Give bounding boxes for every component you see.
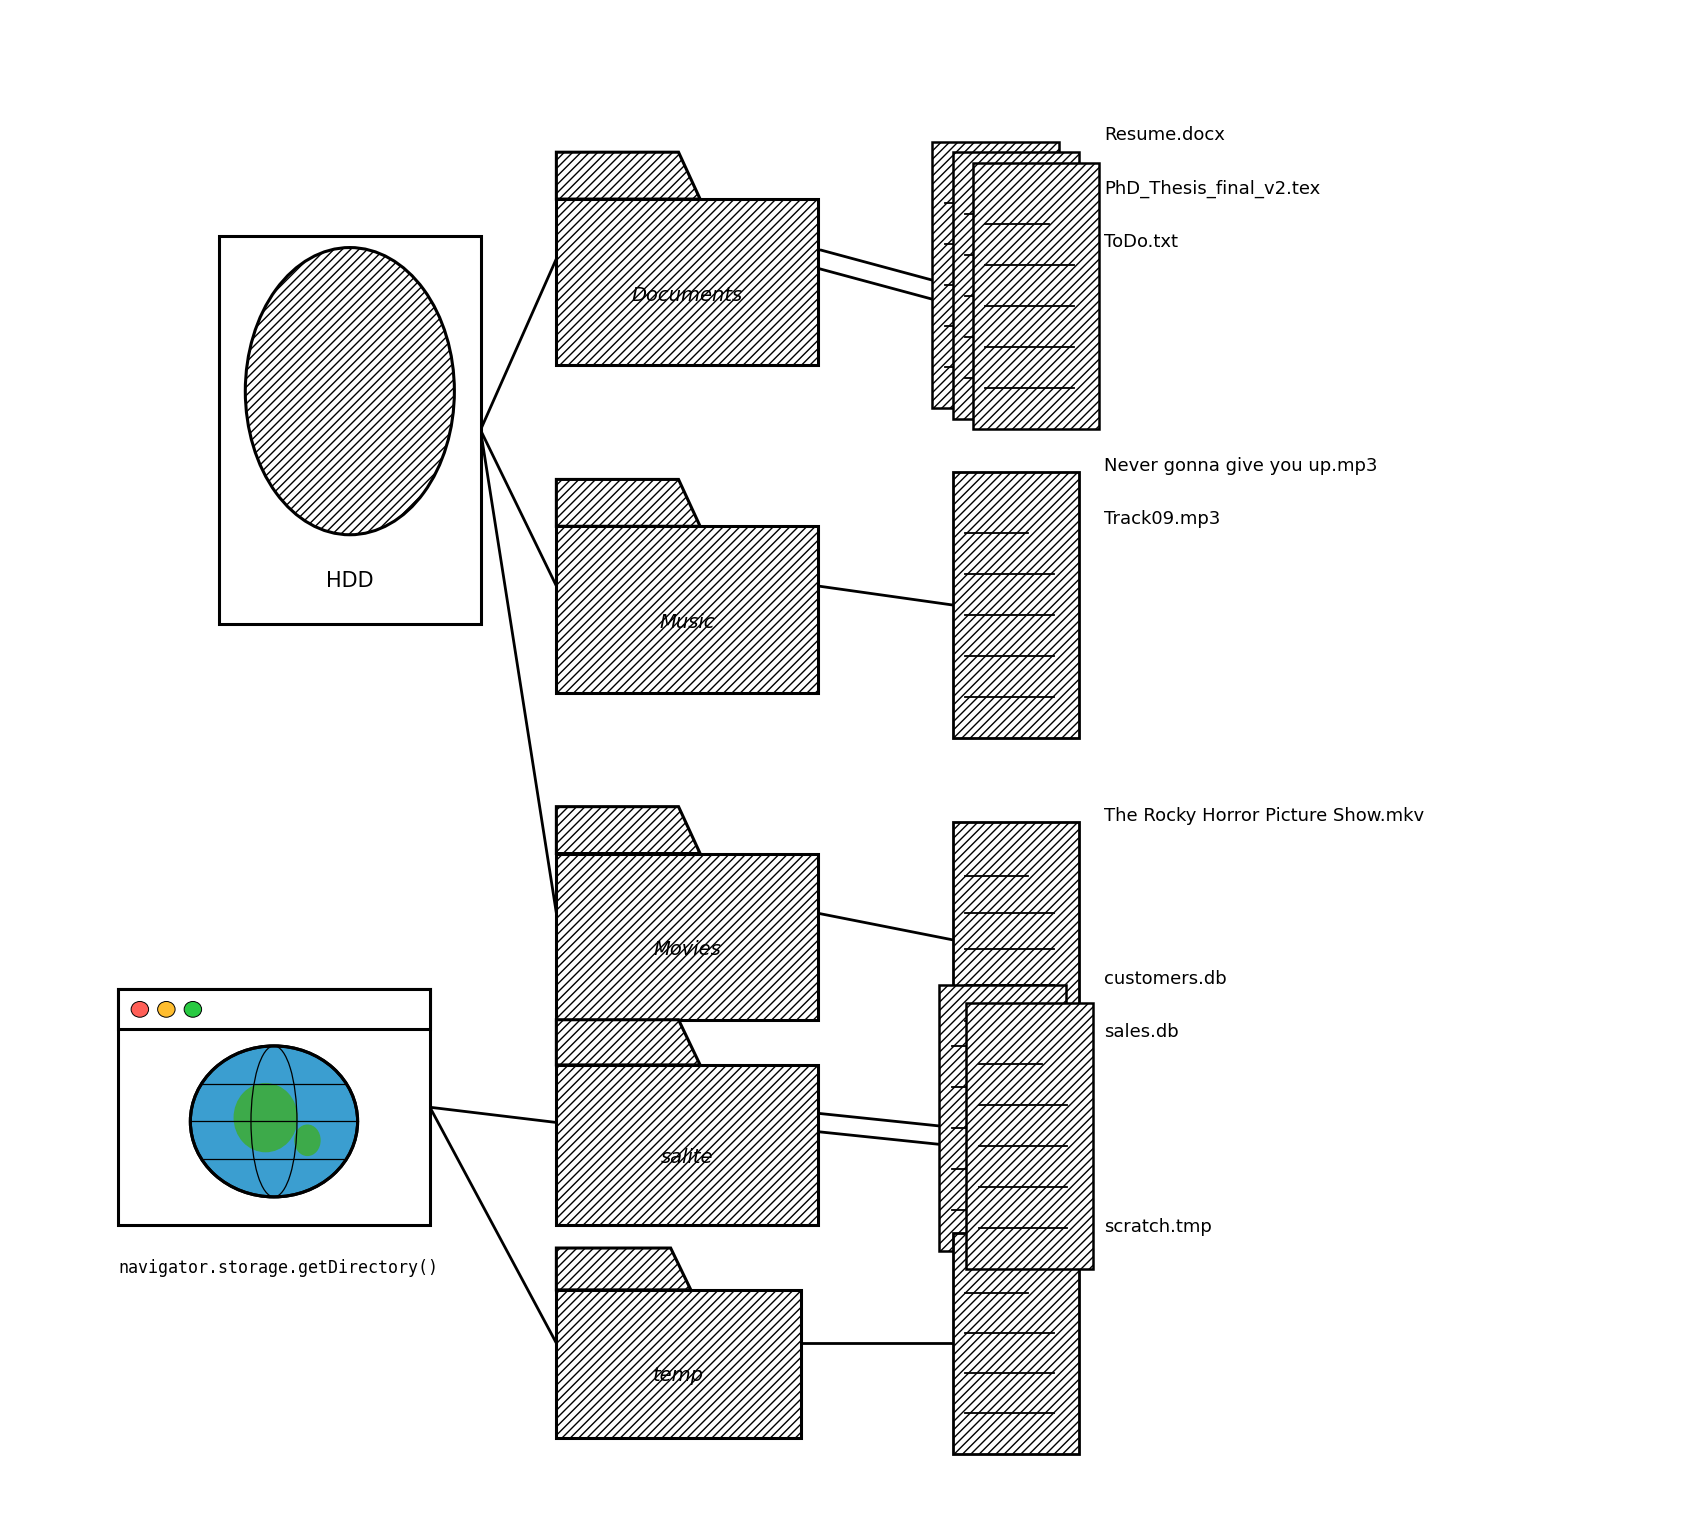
Text: HDD: HDD — [325, 571, 374, 592]
Text: Movies: Movies — [652, 941, 722, 959]
FancyBboxPatch shape — [953, 472, 1079, 738]
Text: scratch.tmp: scratch.tmp — [1104, 1218, 1212, 1236]
Text: Never gonna give you up.mp3: Never gonna give you up.mp3 — [1104, 457, 1377, 475]
FancyBboxPatch shape — [973, 163, 1099, 429]
FancyBboxPatch shape — [953, 822, 1079, 1058]
Text: salite: salite — [661, 1149, 713, 1167]
Polygon shape — [556, 1248, 691, 1291]
Ellipse shape — [246, 248, 455, 534]
FancyBboxPatch shape — [556, 527, 818, 693]
Text: customers.db: customers.db — [1104, 970, 1227, 988]
FancyBboxPatch shape — [556, 854, 818, 1020]
Circle shape — [184, 1001, 202, 1017]
FancyBboxPatch shape — [219, 236, 481, 624]
Text: The Rocky Horror Picture Show.mkv: The Rocky Horror Picture Show.mkv — [1104, 807, 1425, 825]
Polygon shape — [556, 152, 700, 199]
Polygon shape — [556, 807, 700, 854]
Ellipse shape — [234, 1084, 297, 1152]
FancyBboxPatch shape — [966, 1003, 1093, 1269]
Text: Track09.mp3: Track09.mp3 — [1104, 510, 1221, 528]
FancyBboxPatch shape — [953, 1233, 1079, 1454]
Text: navigator.storage.getDirectory(): navigator.storage.getDirectory() — [118, 1259, 438, 1277]
FancyBboxPatch shape — [932, 142, 1059, 408]
Circle shape — [157, 1001, 175, 1017]
Text: sales.db: sales.db — [1104, 1023, 1179, 1041]
FancyBboxPatch shape — [556, 1065, 818, 1225]
Text: Resume.docx: Resume.docx — [1104, 126, 1226, 145]
FancyBboxPatch shape — [118, 989, 430, 1029]
Text: PhD_Thesis_final_v2.tex: PhD_Thesis_final_v2.tex — [1104, 180, 1320, 198]
FancyBboxPatch shape — [556, 1291, 801, 1438]
Polygon shape — [556, 1020, 700, 1065]
FancyBboxPatch shape — [118, 989, 430, 1225]
Circle shape — [191, 1046, 357, 1196]
Ellipse shape — [295, 1125, 320, 1155]
Polygon shape — [556, 479, 700, 527]
Text: Music: Music — [659, 613, 715, 632]
Circle shape — [132, 1001, 148, 1017]
FancyBboxPatch shape — [939, 985, 1066, 1251]
Text: Documents: Documents — [632, 286, 742, 304]
Text: ToDo.txt: ToDo.txt — [1104, 233, 1179, 251]
FancyBboxPatch shape — [556, 199, 818, 365]
FancyBboxPatch shape — [953, 152, 1079, 419]
Text: temp: temp — [652, 1367, 705, 1385]
